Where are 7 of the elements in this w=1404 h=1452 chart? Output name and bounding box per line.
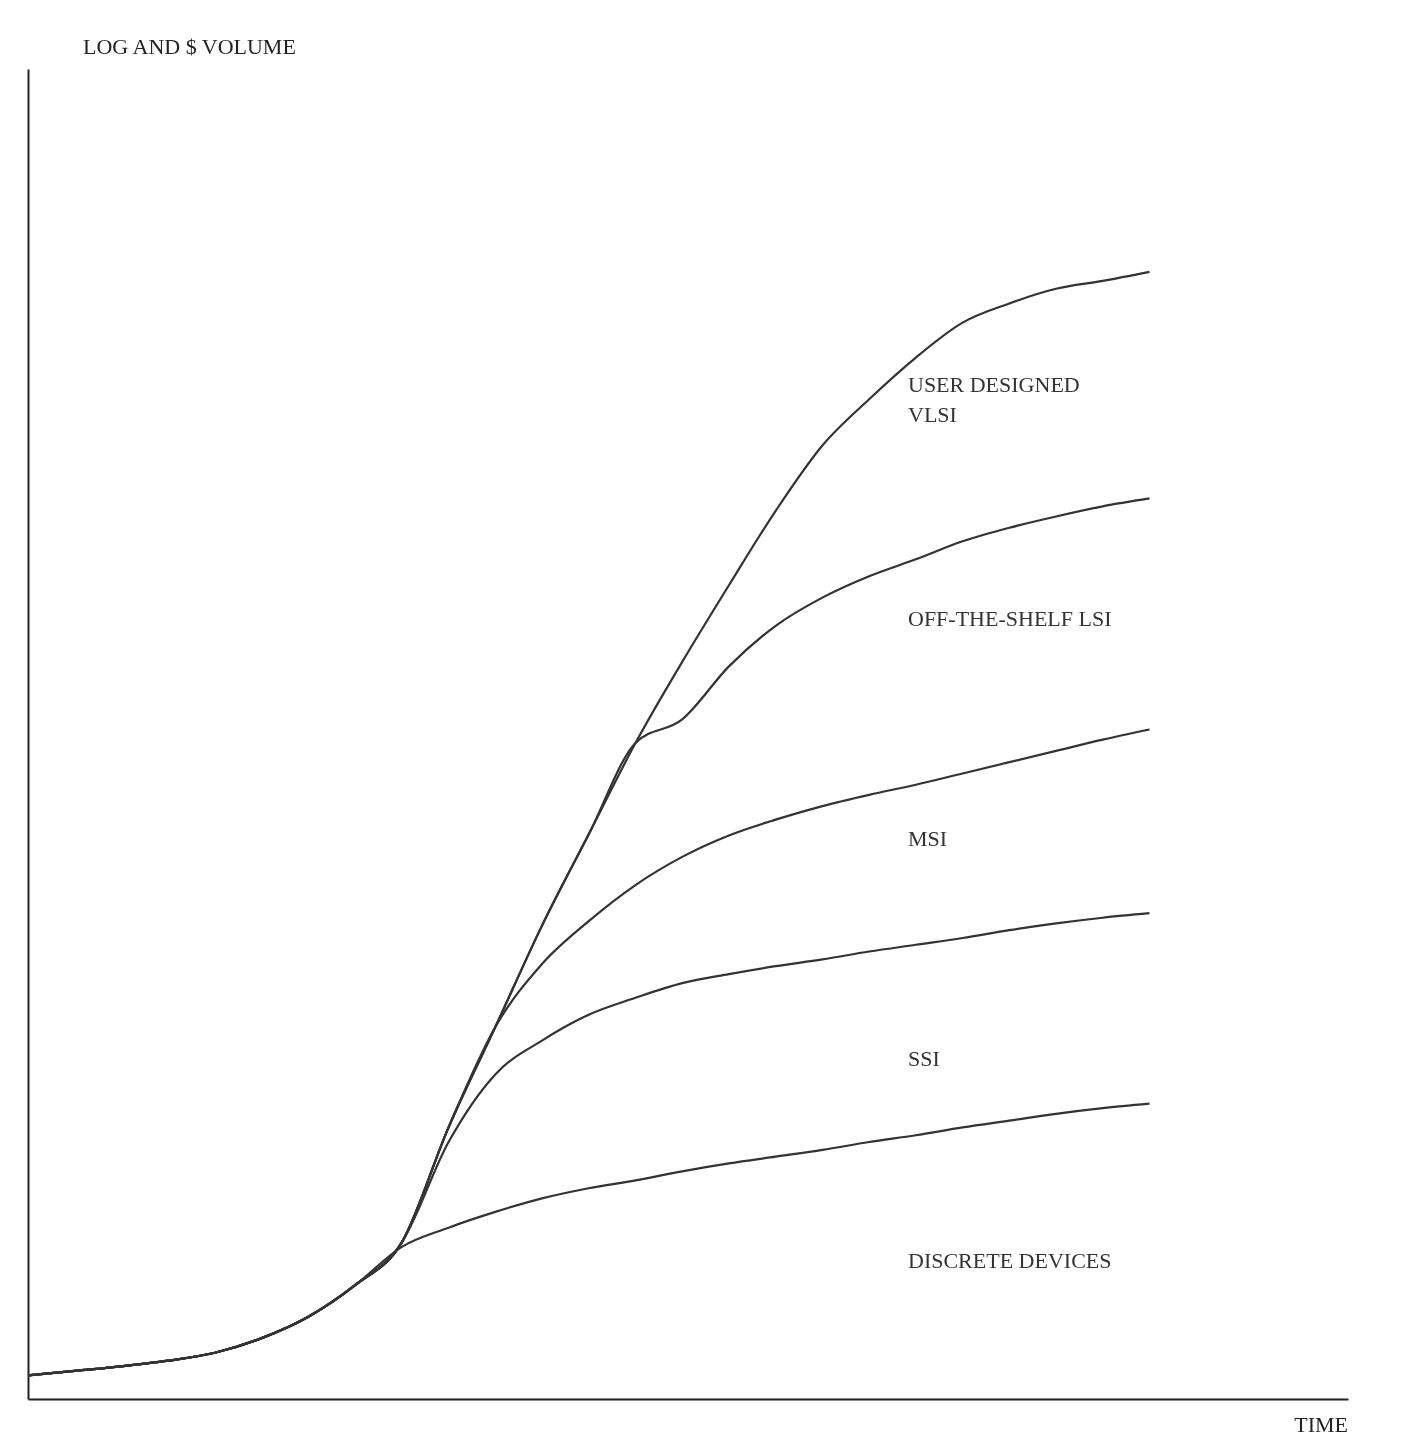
annotation: OFF-THE-SHELF LSI: [908, 606, 1112, 632]
annotation: DISCRETE DEVICES: [908, 1248, 1112, 1274]
annotation: MSI: [908, 825, 948, 851]
annotation: SSI: [908, 1045, 940, 1071]
text: LOG AND $ VOLUME: [83, 34, 296, 59]
text: TIME: [1294, 1412, 1348, 1437]
annotation: USER DESIGNED VLSI: [908, 371, 1080, 427]
